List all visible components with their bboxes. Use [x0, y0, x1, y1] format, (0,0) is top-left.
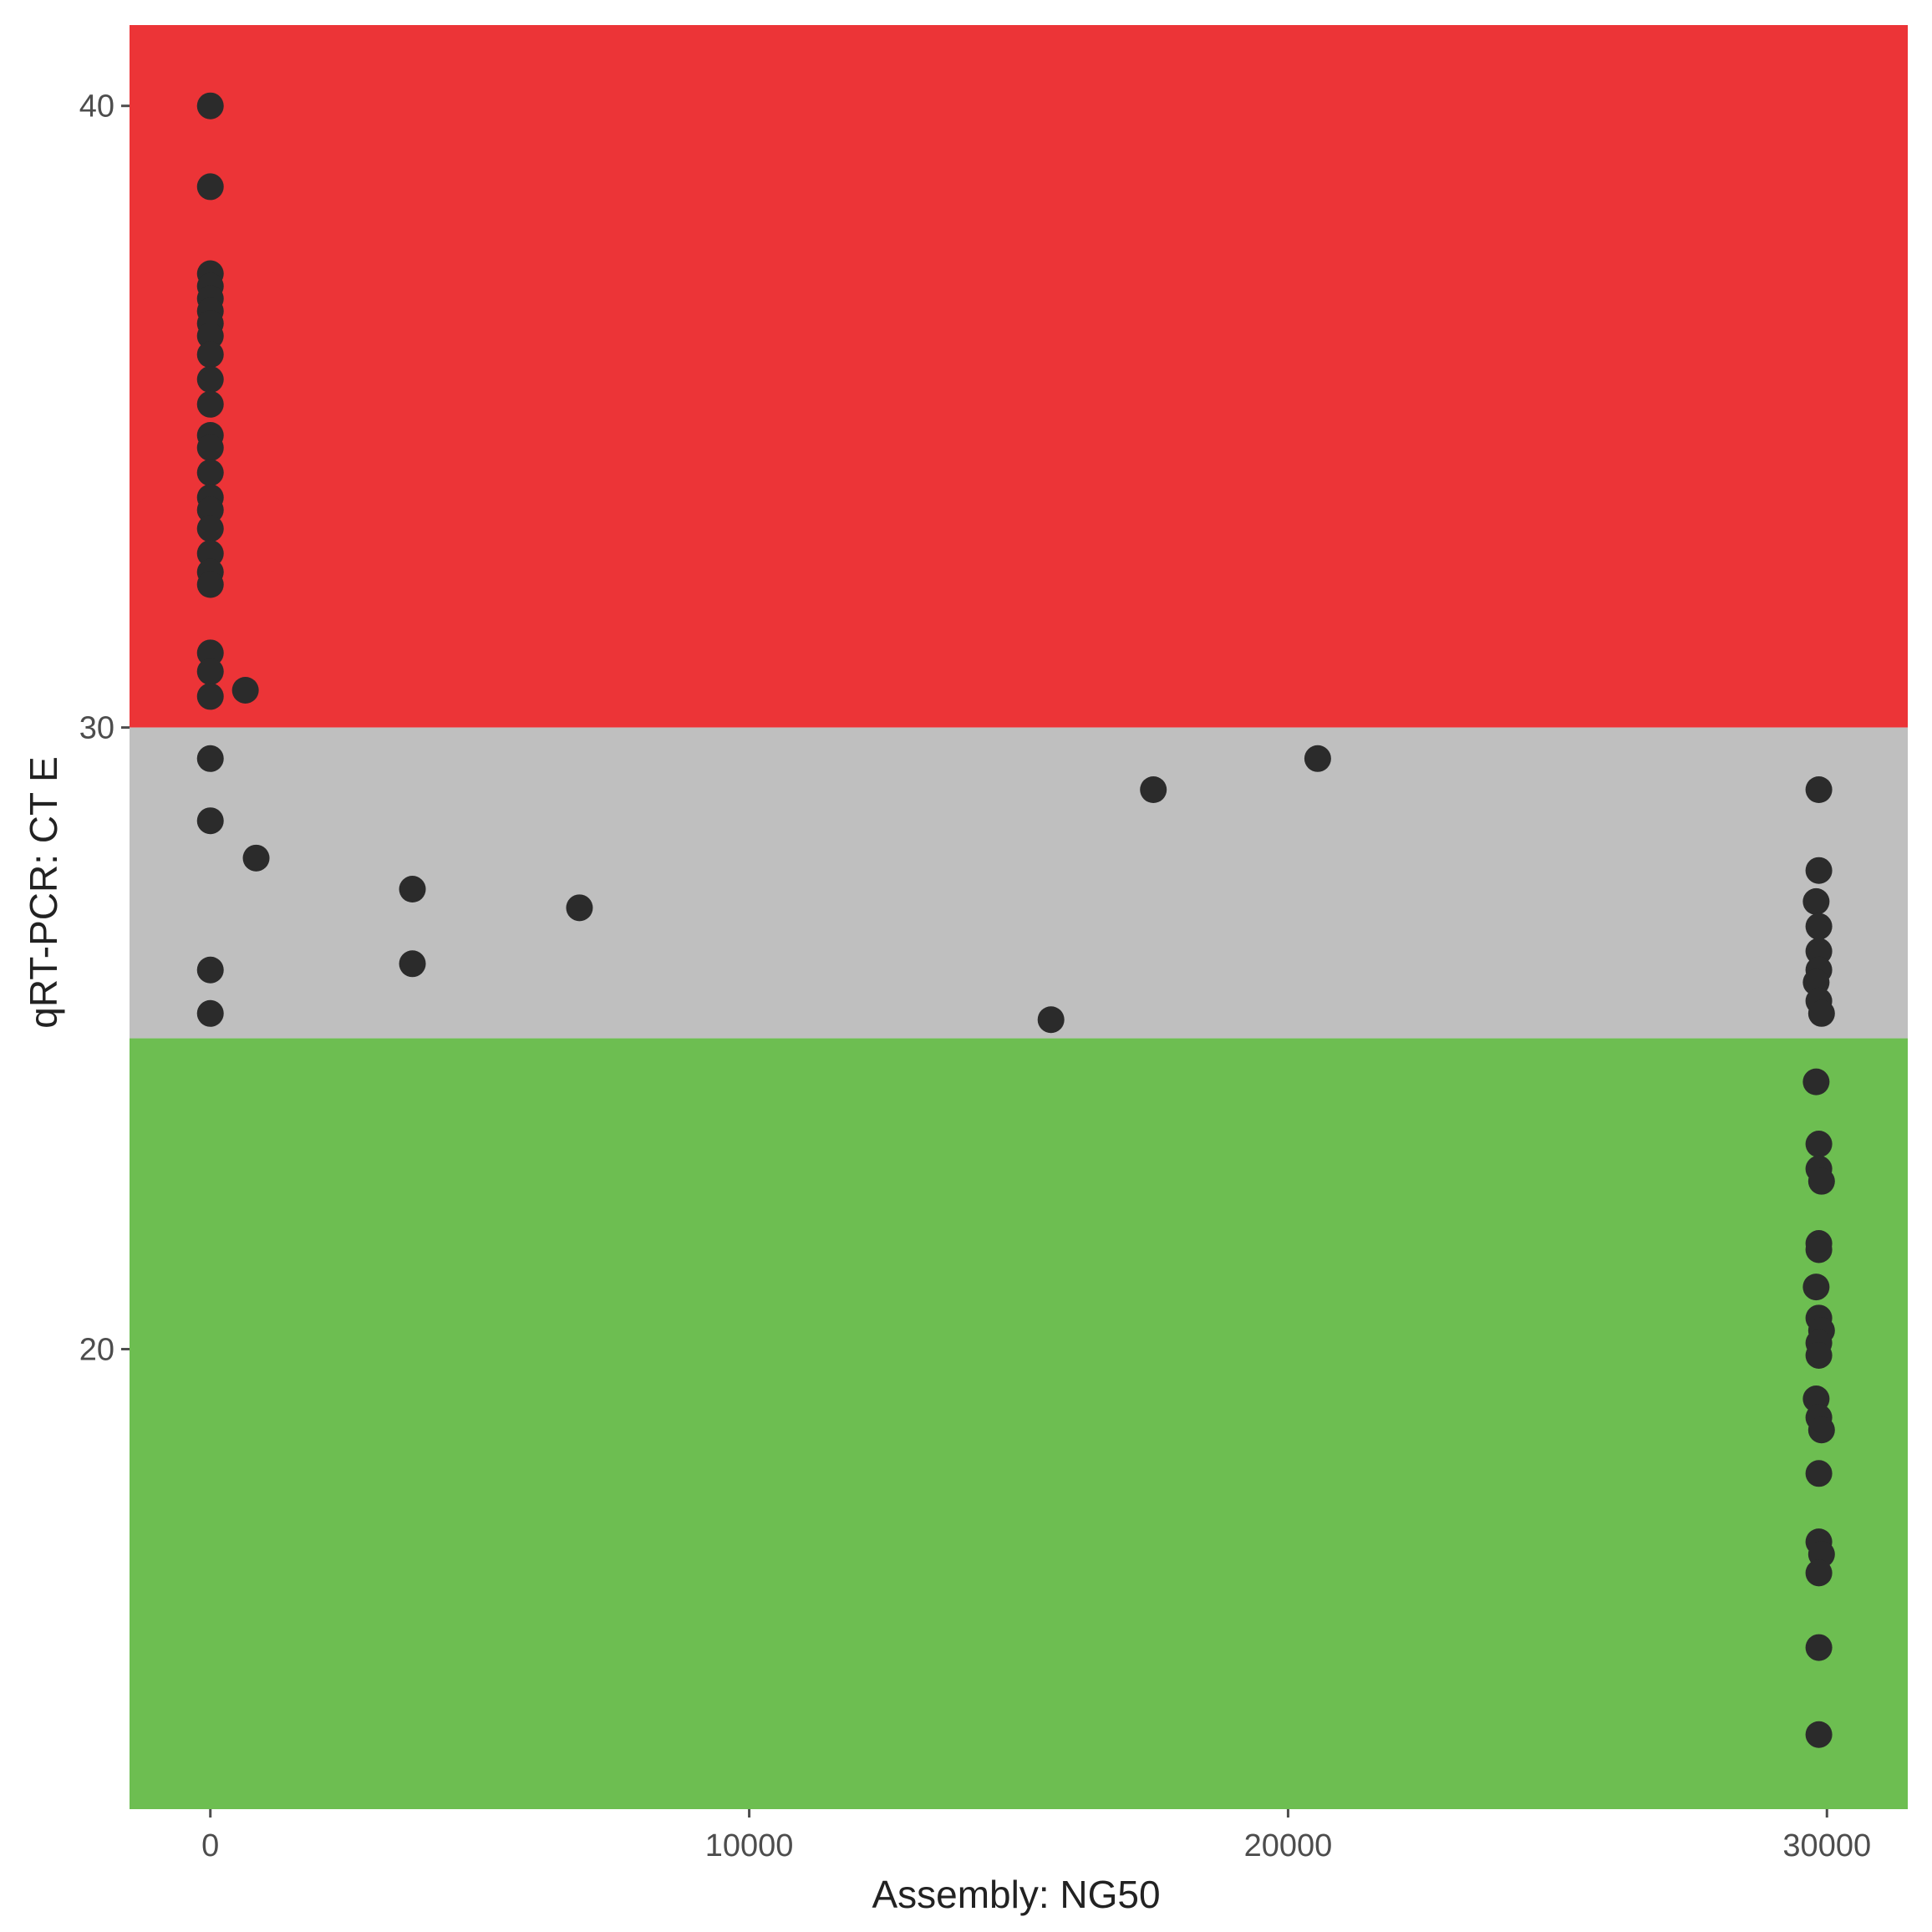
- x-tick-label: 10000: [705, 1828, 794, 1863]
- data-point: [1802, 887, 1830, 915]
- data-point: [231, 676, 259, 704]
- data-point: [196, 434, 224, 461]
- data-point: [566, 894, 593, 922]
- data-point: [1805, 1341, 1833, 1369]
- data-point: [399, 876, 426, 903]
- axes: 20 30 40 0 10000 20000 30000: [79, 89, 1871, 1863]
- data-point: [1805, 857, 1833, 884]
- x-tick-label: 0: [201, 1828, 219, 1863]
- y-axis-title: qRT-PCR: CT E: [22, 756, 65, 1028]
- data-point: [196, 956, 224, 984]
- data-point: [1805, 1460, 1833, 1487]
- data-point: [1805, 1131, 1833, 1158]
- data-point: [1802, 1274, 1830, 1301]
- data-point: [1805, 913, 1833, 940]
- data-point: [196, 683, 224, 710]
- data-point: [242, 844, 270, 872]
- data-point: [196, 496, 224, 524]
- data-point: [196, 173, 224, 201]
- data-point: [1807, 1167, 1835, 1195]
- background-bands: [130, 25, 1908, 1809]
- data-point: [196, 366, 224, 394]
- data-point: [196, 807, 224, 835]
- band-2: [130, 1038, 1908, 1809]
- data-point: [1805, 776, 1833, 803]
- data-point: [1805, 1559, 1833, 1587]
- data-point: [1805, 1634, 1833, 1661]
- data-point: [1805, 938, 1833, 965]
- data-point: [1037, 1006, 1065, 1034]
- data-point: [196, 390, 224, 418]
- data-point: [196, 341, 224, 369]
- band-1: [130, 727, 1908, 1039]
- data-point: [399, 950, 426, 978]
- x-axis-title: Assembly: NG50: [872, 1873, 1160, 1916]
- y-tick-label: 40: [79, 89, 114, 125]
- data-point: [196, 92, 224, 119]
- data-point: [1140, 776, 1167, 803]
- data-point: [1304, 745, 1331, 772]
- data-point: [1807, 1416, 1835, 1444]
- x-tick-label: 20000: [1244, 1828, 1333, 1863]
- data-points: [196, 92, 1835, 1748]
- data-point: [1805, 1236, 1833, 1263]
- y-tick-label: 30: [79, 711, 114, 746]
- data-point: [196, 540, 224, 567]
- data-point: [1802, 1068, 1830, 1096]
- data-point: [196, 571, 224, 598]
- data-point: [196, 515, 224, 542]
- band-0: [130, 25, 1908, 728]
- x-tick-label: 30000: [1782, 1828, 1871, 1863]
- data-point: [1807, 999, 1835, 1027]
- data-point: [196, 999, 224, 1027]
- data-point: [196, 639, 224, 667]
- data-point: [196, 459, 224, 486]
- y-tick-label: 20: [79, 1333, 114, 1368]
- data-point: [196, 322, 224, 349]
- data-point: [196, 745, 224, 772]
- data-point: [196, 658, 224, 685]
- data-point: [1805, 1721, 1833, 1748]
